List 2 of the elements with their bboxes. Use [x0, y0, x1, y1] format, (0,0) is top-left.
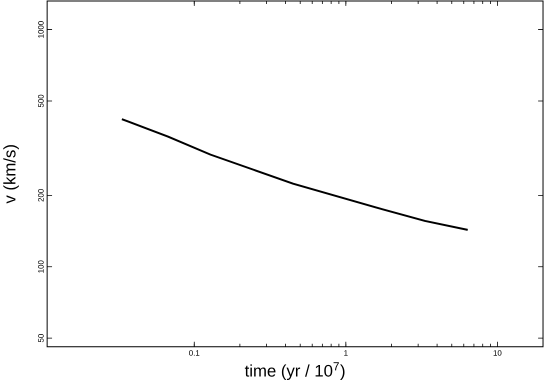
x-axis-title: time (yr / 10$^{7}$): [244, 362, 344, 380]
y-axis-title: v (km/s): [3, 145, 19, 204]
